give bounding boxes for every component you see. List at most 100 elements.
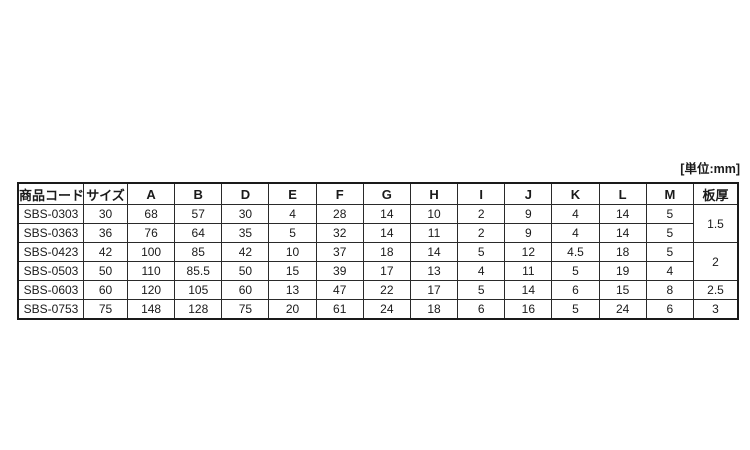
value-cell: 120: [126, 280, 176, 300]
column-header: G: [362, 182, 411, 205]
value-cell: 15: [598, 280, 647, 300]
value-cell: 4: [645, 261, 695, 281]
value-cell: 5: [457, 280, 506, 300]
value-cell: 17: [409, 280, 459, 300]
value-cell: 57: [174, 204, 223, 224]
table-row: SBS-0423 42 100 85 42 10 37 18 14 5 12 4.5 18 5 2: [17, 242, 739, 281]
thickness-cell: 2.5: [693, 280, 739, 300]
column-header: K: [551, 182, 600, 205]
thickness-cell: 2: [693, 242, 739, 281]
value-cell: 5: [551, 261, 600, 281]
column-header: L: [598, 182, 647, 205]
value-cell: 17: [362, 261, 411, 281]
spec-table-body: SBS-0303 30 68 57 30 4 28 14 10 2 9 4 14 5 1.5 SBS-0363…: [17, 204, 739, 320]
value-cell: 50: [83, 261, 128, 281]
value-cell: 50: [221, 261, 270, 281]
value-cell: 4: [551, 204, 600, 224]
thickness-cell: 1.5: [693, 204, 739, 243]
product-code-cell: SBS-0603: [17, 280, 84, 300]
value-cell: 75: [221, 299, 270, 320]
value-cell: 19: [598, 261, 647, 281]
product-code-cell: SBS-0753: [17, 299, 84, 320]
table-row: SBS-0303 30 68 57 30 4 28 14 10 2 9 4 14 5 1.5: [17, 204, 739, 243]
value-cell: 128: [174, 299, 223, 320]
column-header: A: [126, 182, 176, 205]
value-cell: 14: [362, 223, 411, 243]
table-row: SBS-0363 36 76 64 35 5 32 14 11 2 9 4 14 5: [17, 223, 738, 243]
column-header: 商品コード: [17, 182, 84, 205]
value-cell: 64: [174, 223, 223, 243]
value-cell: 68: [126, 204, 176, 224]
value-cell: 2: [457, 223, 506, 243]
value-cell: 6: [457, 299, 506, 320]
product-code-cell: SBS-0503: [17, 261, 84, 281]
value-cell: 75: [83, 299, 128, 320]
column-header: B: [174, 182, 223, 205]
value-cell: 10: [409, 204, 459, 224]
value-cell: 105: [174, 280, 223, 300]
value-cell: 14: [409, 242, 459, 262]
value-cell: 5: [551, 299, 600, 320]
value-cell: 39: [315, 261, 364, 281]
value-cell: 5: [457, 242, 506, 262]
value-cell: 100: [126, 242, 176, 262]
value-cell: 11: [504, 261, 553, 281]
value-cell: 2: [457, 204, 506, 224]
value-cell: 4: [551, 223, 600, 243]
value-cell: 37: [315, 242, 364, 262]
value-cell: 11: [409, 223, 459, 243]
value-cell: 20: [268, 299, 317, 320]
value-cell: 6: [551, 280, 600, 300]
column-header: D: [221, 182, 270, 205]
value-cell: 22: [362, 280, 411, 300]
value-cell: 4: [268, 204, 317, 224]
column-header: E: [268, 182, 317, 205]
value-cell: 24: [598, 299, 647, 320]
column-header: サイズ: [83, 182, 128, 205]
value-cell: 85.5: [174, 261, 223, 281]
value-cell: 15: [268, 261, 317, 281]
value-cell: 9: [504, 223, 553, 243]
table-row: SBS-0503 50 110 85.5 50 15 39 17 13 4 11 5 19 4: [17, 261, 738, 281]
value-cell: 35: [221, 223, 270, 243]
value-cell: 10: [268, 242, 317, 262]
column-header: H: [409, 182, 459, 205]
unit-label: [単位:mm]: [680, 162, 740, 176]
value-cell: 4.5: [551, 242, 600, 262]
spec-table-header: 商品コード サイズ A B D E F G H I J K L M 板厚: [17, 182, 739, 205]
table-row: SBS-0603 60 120 105 60 13 47 22 17 5 14 6 15 8 2.5: [17, 280, 739, 300]
value-cell: 18: [362, 242, 411, 262]
value-cell: 24: [362, 299, 411, 320]
product-code-cell: SBS-0303: [17, 204, 84, 224]
value-cell: 47: [315, 280, 364, 300]
value-cell: 28: [315, 204, 364, 224]
value-cell: 36: [83, 223, 128, 243]
value-cell: 18: [598, 242, 647, 262]
column-header: 板厚: [693, 182, 739, 205]
value-cell: 6: [645, 299, 695, 320]
value-cell: 60: [83, 280, 128, 300]
value-cell: 85: [174, 242, 223, 262]
value-cell: 148: [126, 299, 176, 320]
value-cell: 16: [504, 299, 553, 320]
column-header: J: [504, 182, 553, 205]
value-cell: 42: [221, 242, 270, 262]
value-cell: 4: [457, 261, 506, 281]
value-cell: 30: [221, 204, 270, 224]
value-cell: 8: [645, 280, 695, 300]
value-cell: 5: [645, 242, 695, 262]
thickness-cell: 3: [693, 299, 739, 320]
value-cell: 30: [83, 204, 128, 224]
value-cell: 18: [409, 299, 459, 320]
column-header: F: [315, 182, 364, 205]
value-cell: 9: [504, 204, 553, 224]
value-cell: 76: [126, 223, 176, 243]
value-cell: 14: [504, 280, 553, 300]
value-cell: 32: [315, 223, 364, 243]
value-cell: 110: [126, 261, 176, 281]
value-cell: 60: [221, 280, 270, 300]
value-cell: 13: [409, 261, 459, 281]
value-cell: 12: [504, 242, 553, 262]
column-header: I: [457, 182, 506, 205]
